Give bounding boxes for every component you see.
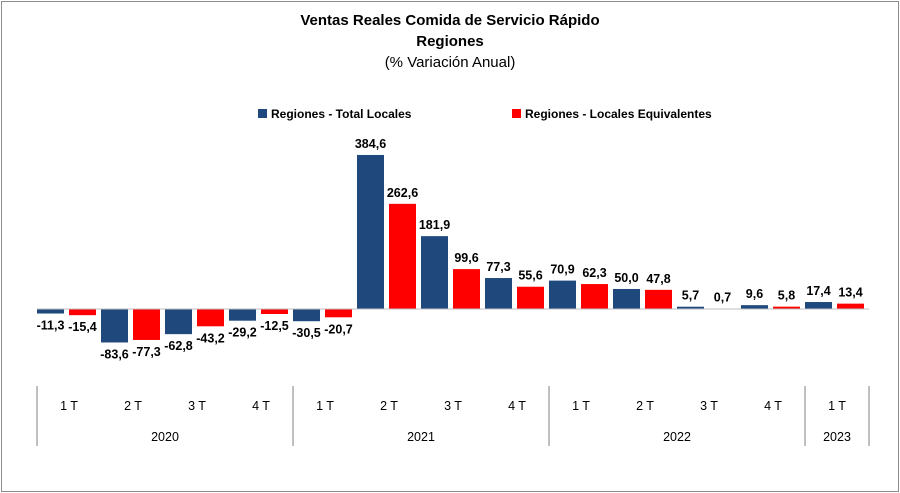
data-label: 47,8 — [646, 272, 670, 286]
bar-locales-equivalentes — [69, 309, 96, 316]
bar-locales-equivalentes — [645, 289, 672, 309]
bar-total-locales — [421, 236, 448, 309]
data-label: 55,6 — [518, 269, 542, 283]
year-label: 2021 — [407, 430, 435, 444]
data-label: -83,6 — [100, 347, 129, 361]
data-label: 99,6 — [454, 251, 478, 265]
legend: Regiones - Total Locales Regiones - Local… — [258, 107, 712, 121]
chart-title: Ventas Reales Comida de Servicio Rápido — [300, 12, 600, 29]
bar-total-locales — [613, 288, 640, 309]
data-label: 13,4 — [838, 286, 862, 300]
bar-total-locales — [485, 278, 512, 309]
x-tick-label: 2 T — [380, 399, 398, 413]
bar-total-locales — [229, 309, 256, 321]
bar-locales-equivalentes — [837, 303, 864, 309]
data-label: -12,5 — [260, 319, 289, 333]
bar-total-locales — [677, 306, 704, 309]
bar-total-locales — [101, 309, 128, 343]
bar-locales-equivalentes — [453, 269, 480, 309]
data-label: 77,3 — [486, 260, 510, 274]
data-labels: -11,3 -83,6 -62,8 -29,2 -30,5 384,6 181,9 77,3 7… — [37, 137, 863, 362]
data-label: -20,7 — [324, 322, 353, 336]
data-label: 384,6 — [355, 137, 386, 151]
bar-total-locales — [549, 280, 576, 309]
x-axis: 1 T 2 T 3 T 4 T 1 T 2 T 3 T 4 T 1 T 2 T 3 T 4 T 1 T 2… — [36, 308, 870, 446]
data-label: -30,5 — [292, 326, 321, 340]
legend-swatch — [512, 109, 521, 118]
x-tick-label: 2 T — [636, 399, 654, 413]
data-label: -11,3 — [37, 319, 65, 333]
bar-total-locales — [37, 309, 64, 314]
data-label: 5,8 — [778, 289, 795, 303]
data-label: -43,2 — [196, 331, 225, 345]
data-label: -77,3 — [132, 345, 161, 359]
data-label: 62,3 — [582, 266, 606, 280]
x-tick-label: 4 T — [764, 399, 782, 413]
x-tick-label: 3 T — [444, 399, 462, 413]
bar-locales-equivalentes — [197, 309, 224, 327]
chart-title-block: Ventas Reales Comida de Servicio Rápido … — [0, 10, 900, 73]
x-tick-label: 1 T — [316, 399, 334, 413]
bar-locales-equivalentes — [581, 284, 608, 309]
chart-subtitle: (% Variación Anual) — [384, 54, 516, 71]
x-tick-label: 1 T — [572, 399, 590, 413]
legend-swatch — [258, 109, 267, 118]
bar-locales-equivalentes — [133, 309, 160, 340]
bar-total-locales — [741, 305, 768, 309]
x-tick-label: 4 T — [252, 399, 270, 413]
bars — [37, 154, 864, 343]
chart-title-line2: Regiones — [416, 33, 484, 50]
data-label: 181,9 — [419, 218, 450, 232]
data-label: 17,4 — [806, 284, 830, 298]
x-tick-label: 1 T — [828, 399, 846, 413]
x-tick-label: 3 T — [700, 399, 718, 413]
year-label: 2023 — [823, 430, 851, 444]
bar-locales-equivalentes — [261, 309, 288, 315]
bar-locales-equivalentes — [325, 309, 352, 318]
data-label: 70,9 — [550, 263, 574, 277]
year-label: 2020 — [151, 430, 179, 444]
x-tick-label: 4 T — [508, 399, 526, 413]
x-tick-label: 2 T — [124, 399, 142, 413]
legend-label: Regiones - Total Locales — [271, 107, 412, 121]
bar-locales-equivalentes — [773, 306, 800, 309]
data-label: 5,7 — [682, 289, 699, 303]
bar-locales-equivalentes — [517, 286, 544, 309]
bar-total-locales — [293, 309, 320, 322]
bar-total-locales — [357, 154, 384, 309]
bar-total-locales — [805, 302, 832, 309]
data-label: 0,7 — [714, 291, 731, 305]
data-label: 262,6 — [387, 186, 418, 200]
data-label: 9,6 — [746, 287, 763, 301]
bar-total-locales — [165, 309, 192, 335]
bar-locales-equivalentes — [389, 203, 416, 309]
legend-label: Regiones - Locales Equivalentes — [525, 107, 712, 121]
data-label: -29,2 — [228, 326, 257, 340]
data-label: 50,0 — [614, 271, 638, 285]
x-tick-label: 3 T — [188, 399, 206, 413]
x-tick-label: 1 T — [60, 399, 78, 413]
year-label: 2022 — [663, 430, 691, 444]
data-label: -62,8 — [164, 339, 193, 353]
data-label: -15,4 — [68, 320, 97, 334]
